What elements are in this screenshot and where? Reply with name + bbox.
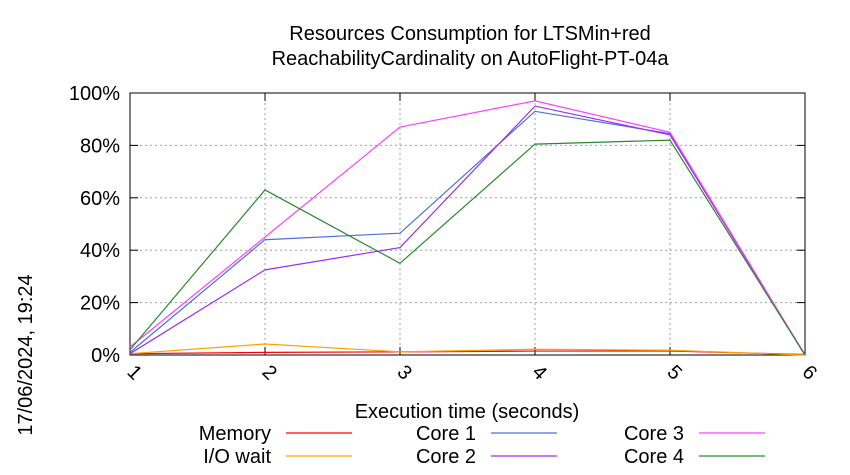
legend-label-core-4: Core 4 <box>624 446 684 468</box>
grid-lines <box>130 93 805 355</box>
x-tick-label: 5 <box>663 361 686 384</box>
x-tick-label: 3 <box>393 361 416 384</box>
y-tick-label: 80% <box>80 135 120 157</box>
series-line-core-4 <box>129 139 806 356</box>
legend-label-core-3: Core 3 <box>624 423 684 445</box>
legend-label-core-2: Core 2 <box>416 446 476 468</box>
legend-label-memory: Memory <box>199 423 271 445</box>
timestamp-label: 17/06/2024, 19:24 <box>15 274 37 435</box>
x-tick-label: 1 <box>123 361 146 384</box>
chart-title: Resources Consumption for LTSMin+red <box>289 23 650 45</box>
y-tick-label: 60% <box>80 188 120 210</box>
data-series <box>129 100 806 356</box>
chart-subtitle: ReachabilityCardinality on AutoFlight-PT… <box>272 48 670 70</box>
x-tick-label: 4 <box>528 361 551 384</box>
series-line-core-3 <box>129 100 806 356</box>
legend-label-i-o-wait: I/O wait <box>203 446 271 468</box>
x-axis-label: Execution time (seconds) <box>355 401 580 423</box>
y-tick-label: 40% <box>80 240 120 262</box>
series-line-i-o-wait <box>129 343 806 356</box>
x-tick-label: 6 <box>798 361 821 384</box>
series-line-core-2 <box>129 105 806 356</box>
x-axis-ticks: 1 2 3 4 5 6 <box>123 93 821 384</box>
plot-frame <box>129 92 806 356</box>
y-tick-label: 0% <box>91 345 120 367</box>
x-tick-label: 2 <box>258 361 281 384</box>
series-line-core-1 <box>129 110 806 356</box>
y-tick-label: 20% <box>80 293 120 315</box>
y-tick-label: 100% <box>69 83 120 105</box>
y-axis-ticks: 0% 20% 40% 60% 80% 100% <box>69 83 805 367</box>
legend-label-core-1: Core 1 <box>416 423 476 445</box>
